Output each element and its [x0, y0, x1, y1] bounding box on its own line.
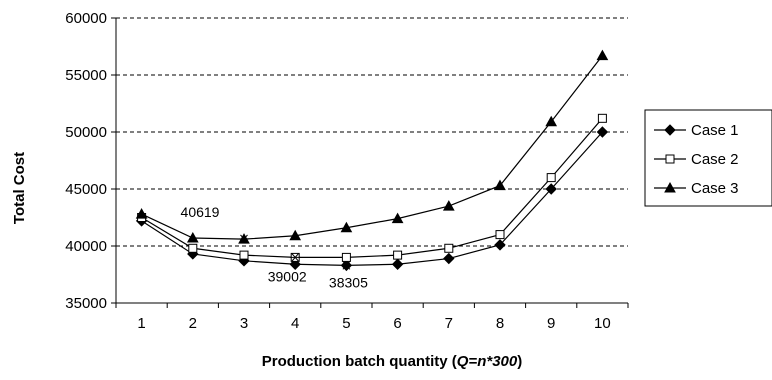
- data-point: [443, 252, 455, 265]
- x-tick-label: 4: [291, 315, 299, 332]
- data-point: [597, 113, 607, 123]
- data-point: [391, 212, 404, 224]
- x-tick-label: 6: [393, 315, 401, 332]
- data-point: [494, 179, 506, 191]
- annotations-group: 40619 39002 38305: [181, 204, 369, 290]
- data-point: [442, 200, 455, 211]
- y-tick-label: 45000: [65, 181, 107, 198]
- series-line: [141, 117, 603, 258]
- y-tick-label: 60000: [65, 10, 107, 27]
- annotation-label: 39002: [268, 268, 307, 284]
- x-axis-title-suffix: ): [517, 353, 522, 370]
- legend-label: Case 2: [691, 151, 739, 168]
- annotation-marker: [341, 260, 352, 270]
- annotation-marker: [290, 253, 301, 262]
- legend-item: Case 3: [654, 180, 739, 197]
- x-tick-labels: 1 2 3 4 5 6 7 8 9 10: [137, 315, 610, 332]
- series-line: [141, 131, 603, 266]
- legend-label: Case 1: [691, 122, 739, 139]
- data-point: [596, 49, 609, 61]
- series-group: [135, 49, 609, 272]
- x-tick-label: 2: [189, 315, 197, 332]
- annotation-label: 38305: [329, 274, 368, 290]
- data-point: [391, 258, 404, 270]
- axes: [111, 17, 629, 308]
- data-point: [596, 126, 609, 138]
- data-point: [545, 115, 558, 127]
- x-axis-title-math: Q=n*300: [457, 353, 518, 370]
- legend-item: Case 1: [654, 122, 739, 139]
- x-axis-title: Production batch quantity (Q=n*300): [262, 353, 522, 370]
- gridlines: [116, 17, 628, 247]
- series-2: [137, 113, 607, 262]
- legend-marker: [664, 124, 676, 136]
- y-tick-label: 35000: [65, 295, 107, 312]
- data-point: [188, 243, 198, 253]
- legend-marker: [664, 181, 676, 193]
- series-1: [135, 126, 609, 272]
- data-point: [239, 250, 249, 260]
- legend-item: Case 2: [654, 151, 739, 168]
- y-axis-title: Total Cost: [11, 152, 28, 224]
- legend-label: Case 3: [691, 180, 739, 197]
- data-point: [186, 231, 199, 243]
- data-point: [546, 173, 556, 183]
- data-point: [135, 208, 148, 219]
- x-tick-label: 5: [342, 315, 350, 332]
- x-tick-label: 8: [496, 315, 504, 332]
- x-tick-label: 3: [240, 315, 248, 332]
- data-point: [340, 221, 353, 233]
- y-tick-label: 40000: [65, 238, 107, 255]
- series-3: [135, 49, 609, 244]
- x-tick-label: 9: [547, 315, 555, 332]
- data-point: [393, 250, 403, 260]
- y-tick-label: 50000: [65, 124, 107, 141]
- x-axis-title-prefix: Production batch quantity (: [262, 353, 457, 370]
- x-tick-label: 1: [137, 315, 145, 332]
- data-point: [494, 239, 506, 251]
- data-point: [289, 229, 302, 241]
- x-tick-label: 7: [445, 315, 453, 332]
- data-point: [495, 230, 505, 240]
- annotation-marker: [239, 234, 249, 244]
- x-tick-label: 10: [594, 315, 611, 332]
- annotation-label: 40619: [181, 204, 220, 220]
- data-point: [545, 183, 557, 195]
- data-point: [341, 252, 351, 262]
- y-tick-label: 55000: [65, 67, 107, 84]
- legend-marker: [665, 154, 675, 164]
- y-tick-labels: 35000 40000 45000 50000 55000 60000: [65, 10, 107, 312]
- data-point: [444, 243, 454, 253]
- series-line: [141, 55, 603, 240]
- legend: Case 1 Case 2 Case 3: [644, 109, 772, 207]
